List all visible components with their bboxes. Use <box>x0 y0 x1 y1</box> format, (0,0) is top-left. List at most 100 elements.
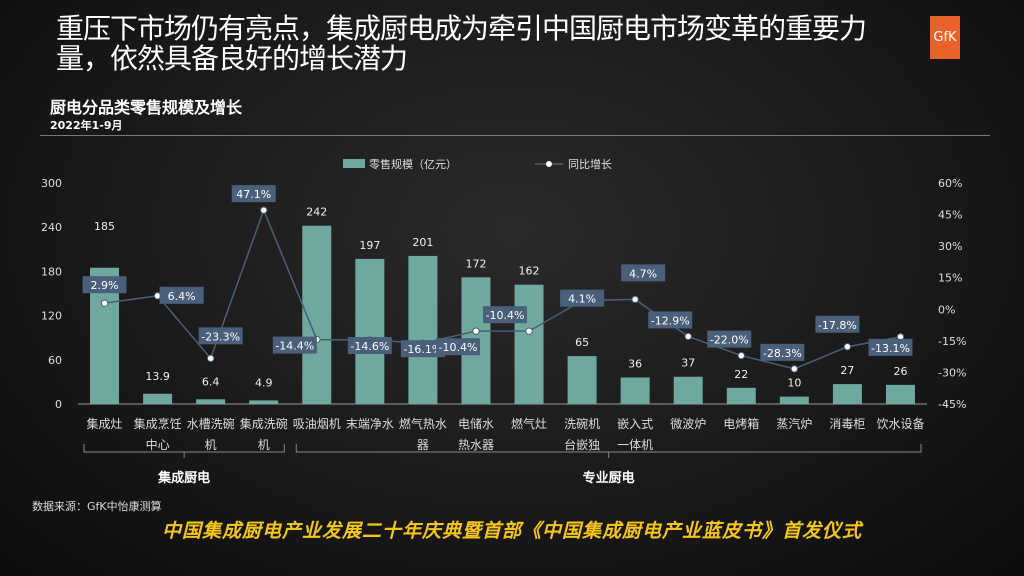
growth-value-label: -14.4% <box>275 340 314 353</box>
data-source: 数据来源：GfK中怡康测算 <box>32 500 162 513</box>
category-label: 饮水设备 <box>876 417 924 431</box>
legend-bar-swatch <box>343 159 365 168</box>
category-label: 台嵌独 <box>564 437 600 452</box>
growth-label-box <box>483 306 528 324</box>
category-label: 集成烹饪 <box>134 416 182 431</box>
growth-label-box <box>815 315 860 333</box>
category-label: 集成灶 <box>87 416 123 431</box>
bar-value-label: 36 <box>628 357 642 370</box>
bar <box>249 400 279 404</box>
bar-value-label: 201 <box>412 236 433 249</box>
category-label: 吸油烟机 <box>293 417 341 431</box>
bar-value-label: 37 <box>681 357 695 370</box>
category-label: 器 <box>417 438 429 452</box>
group-label: 专业厨电 <box>583 470 635 486</box>
category-label: 机 <box>258 438 270 452</box>
category-label: 集成洗碗 <box>240 416 288 431</box>
growth-point <box>790 365 799 373</box>
category-label: 燃气灶 <box>511 416 547 431</box>
bar-value-label: 10 <box>787 377 801 390</box>
category-label: 微波炉 <box>670 417 706 431</box>
growth-value-label: -22.0% <box>710 334 749 347</box>
left-tick-label: 300 <box>41 177 62 190</box>
bar <box>726 387 756 404</box>
category-label: 嵌入式 <box>617 417 653 431</box>
bar <box>143 393 173 404</box>
growth-value-label: 2.9% <box>91 279 119 292</box>
category-label: 热水器 <box>458 438 494 452</box>
right-tick-label: -15% <box>938 335 966 348</box>
growth-point <box>206 354 215 363</box>
bar <box>673 376 703 404</box>
event-banner: 中国集成厨电产业发展二十年庆典暨首部《中国集成厨电产业蓝皮书》首发仪式 <box>161 520 862 542</box>
group-label: 集成厨电 <box>157 470 210 486</box>
legend-line-label: 同比增长 <box>568 157 612 171</box>
category-label: 水槽洗碗 <box>187 416 235 431</box>
category-label: 电储水 <box>458 416 494 431</box>
right-tick-label: 60% <box>938 177 962 190</box>
growth-point <box>260 206 268 214</box>
chart-title: 厨电分品类零售规模及增长 <box>50 98 243 117</box>
growth-value-label: 4.1% <box>568 293 596 306</box>
bar <box>567 356 597 404</box>
category-label: 电烤箱 <box>723 416 759 431</box>
left-tick-label: 0 <box>55 398 62 411</box>
group-bracket <box>83 444 285 458</box>
growth-value-label: 4.7% <box>629 267 657 280</box>
growth-value-label: 47.1% <box>236 188 271 201</box>
bar <box>885 384 915 404</box>
bar <box>355 258 385 404</box>
growth-line <box>104 208 901 370</box>
growth-point <box>737 351 745 360</box>
growth-point <box>843 343 852 351</box>
right-tick-label: 45% <box>938 209 962 222</box>
growth-label-box <box>347 337 392 355</box>
growth-point <box>525 327 533 335</box>
right-tick-label: -45% <box>938 398 966 411</box>
bar-value-label: 4.9 <box>255 376 273 389</box>
growth-value-label: -10.4% <box>439 341 478 354</box>
legend-bar-label: 零售规模（亿元） <box>369 157 457 171</box>
growth-point <box>631 295 639 304</box>
bar-value-label: 26 <box>893 365 907 378</box>
bar <box>514 284 544 404</box>
growth-label-box <box>272 336 317 354</box>
growth-label-box <box>198 327 243 345</box>
category-label: 一体机 <box>617 438 653 452</box>
category-label: 末端净水 <box>346 417 394 431</box>
growth-point <box>684 332 692 341</box>
growth-label-box <box>621 264 666 282</box>
growth-value-label: -28.3% <box>763 347 802 360</box>
growth-label-box <box>159 286 204 304</box>
group-bracket <box>295 444 922 458</box>
category-label: 消毒柜 <box>829 417 865 431</box>
growth-value-label: -16.1% <box>403 343 442 356</box>
gfk-logo: GfK <box>930 16 960 59</box>
growth-value-label: -12.9% <box>651 314 690 327</box>
category-label: 燃气热水 <box>399 416 447 431</box>
category-label: 蒸汽炉 <box>776 416 812 431</box>
bar <box>832 384 862 404</box>
left-tick-label: 120 <box>41 310 62 323</box>
bar-value-label: 22 <box>734 368 748 381</box>
right-tick-label: 30% <box>938 240 962 253</box>
right-tick-label: 15% <box>938 272 962 285</box>
divider <box>40 135 990 136</box>
growth-value-label: -14.6% <box>350 340 389 353</box>
slide-title: 重压下市场仍有亮点，集成厨电成为牵引中国厨电市场变革的重要力量，依然具备良好的增… <box>56 12 867 75</box>
growth-label-box <box>868 338 913 356</box>
growth-value-label: -13.1% <box>871 342 910 355</box>
bar <box>408 255 438 404</box>
bar-value-label: 172 <box>465 257 486 270</box>
growth-label-box <box>648 311 693 329</box>
right-tick-label: 0% <box>938 303 955 316</box>
growth-label-box <box>760 343 805 361</box>
right-tick-label: -30% <box>938 366 966 379</box>
bar-value-label: 242 <box>306 206 327 219</box>
growth-label-box <box>707 330 752 348</box>
bar-value-label: 162 <box>519 265 540 278</box>
bar-value-label: 197 <box>359 239 380 252</box>
bar-value-label: 13.9 <box>145 370 170 383</box>
growth-value-label: -23.3% <box>201 330 240 343</box>
